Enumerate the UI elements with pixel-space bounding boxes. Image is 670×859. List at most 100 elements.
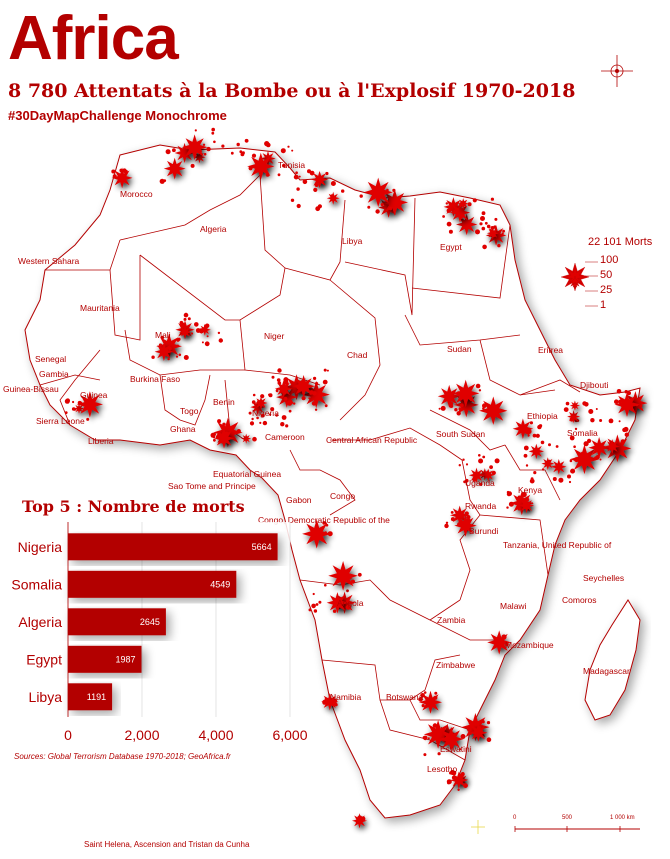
attack-marker — [311, 401, 317, 406]
attack-marker — [202, 143, 206, 146]
country-label: Guinea — [80, 390, 108, 400]
attack-marker — [421, 704, 425, 708]
attack-marker — [494, 217, 498, 221]
country-label: Ethiopia — [527, 411, 558, 421]
attack-marker — [293, 402, 296, 405]
attack-marker — [175, 355, 179, 358]
attack-marker — [325, 523, 329, 527]
attack-marker — [301, 396, 306, 401]
attack-marker — [445, 202, 448, 205]
saint-helena-marker-icon — [471, 820, 485, 834]
attack-marker — [568, 480, 572, 484]
attack-marker — [449, 202, 471, 223]
country-label: Nigeria — [252, 408, 279, 418]
attack-marker — [496, 636, 500, 640]
country-label: Congo, Democratic Republic of the — [258, 515, 390, 525]
attack-marker — [163, 157, 186, 180]
attack-marker — [151, 355, 155, 359]
attack-marker — [183, 355, 189, 360]
attack-marker — [446, 221, 452, 227]
attack-marker — [367, 205, 371, 209]
attack-marker — [614, 392, 640, 417]
attack-marker — [449, 401, 454, 406]
footnote-saint-helena: Saint Helena, Ascension and Tristan da C… — [84, 840, 250, 849]
attack-marker — [492, 234, 496, 238]
attack-marker — [339, 575, 344, 580]
attack-marker — [239, 150, 243, 154]
attack-marker — [629, 406, 634, 410]
attack-marker — [594, 456, 598, 460]
chart-category-label: Nigeria — [18, 539, 63, 555]
country-label: Sierra Leone — [36, 416, 85, 426]
attack-marker — [450, 741, 455, 747]
attack-marker — [440, 405, 446, 411]
attack-marker — [478, 389, 482, 392]
attack-marker — [358, 817, 361, 820]
hashtag-label: #30DayMapChallenge Monochrome — [8, 108, 227, 123]
africa-outline — [24, 144, 641, 819]
attack-marker — [472, 478, 477, 482]
attack-marker — [466, 518, 471, 524]
country-label: Equatorial Guinea — [213, 469, 281, 479]
attack-marker — [399, 203, 402, 206]
attack-marker — [447, 390, 451, 394]
attack-marker — [313, 376, 317, 380]
attack-marker — [624, 390, 628, 394]
attack-marker — [618, 420, 621, 423]
attack-marker — [313, 609, 318, 613]
attack-marker — [475, 229, 480, 235]
country-label: Djibouti — [580, 380, 608, 390]
country-label: Namibia — [330, 692, 361, 702]
attack-marker — [434, 691, 438, 695]
attack-marker — [203, 152, 207, 156]
attack-marker — [450, 511, 454, 514]
attack-marker — [302, 519, 332, 549]
attack-marker — [201, 341, 204, 344]
chart-value-label: 4549 — [210, 579, 230, 589]
attack-marker — [569, 400, 580, 411]
attack-marker — [484, 221, 488, 225]
attack-marker — [260, 394, 265, 399]
attack-marker — [123, 169, 128, 174]
legend-symbols — [560, 261, 598, 307]
top5-chart: 5664 4549 2645 1987 1191 Nigeria Somalia Alger… — [11, 522, 308, 743]
attack-marker — [222, 422, 226, 426]
country-label: Congo — [330, 491, 355, 501]
attack-marker — [529, 421, 534, 425]
attack-marker — [194, 129, 197, 132]
attack-marker — [551, 459, 567, 475]
attack-marker — [283, 380, 289, 385]
attack-marker — [360, 816, 366, 821]
attack-marker — [341, 189, 345, 193]
attack-marker — [319, 395, 322, 398]
attack-marker — [168, 346, 172, 351]
attack-marker — [422, 736, 426, 740]
country-label: Kenya — [518, 485, 542, 495]
attack-marker — [481, 211, 486, 216]
attack-marker — [248, 166, 253, 171]
attack-marker — [293, 174, 299, 180]
attack-marker — [398, 199, 401, 202]
attack-marker — [548, 459, 551, 463]
country-label: Tunisia — [278, 160, 305, 170]
attack-marker — [313, 187, 318, 192]
attack-marker — [212, 436, 216, 439]
attack-marker — [528, 443, 544, 460]
attack-marker — [349, 576, 352, 580]
attack-marker — [605, 439, 620, 454]
attack-marker — [519, 498, 535, 514]
attack-marker — [172, 148, 176, 153]
attack-marker — [251, 153, 257, 158]
attack-marker — [486, 737, 492, 742]
attack-marker — [252, 393, 256, 397]
attack-marker — [458, 392, 461, 395]
attack-marker — [254, 396, 268, 410]
attack-marker — [290, 198, 295, 202]
page-subtitle: 8 780 Attentats à la Bombe ou à l'Explos… — [8, 80, 576, 102]
attack-marker — [427, 737, 430, 740]
attack-marker — [532, 433, 537, 438]
attack-marker — [450, 771, 468, 789]
country-label: Western Sahara — [18, 256, 80, 266]
attack-marker — [111, 169, 116, 174]
attack-marker — [356, 819, 359, 822]
